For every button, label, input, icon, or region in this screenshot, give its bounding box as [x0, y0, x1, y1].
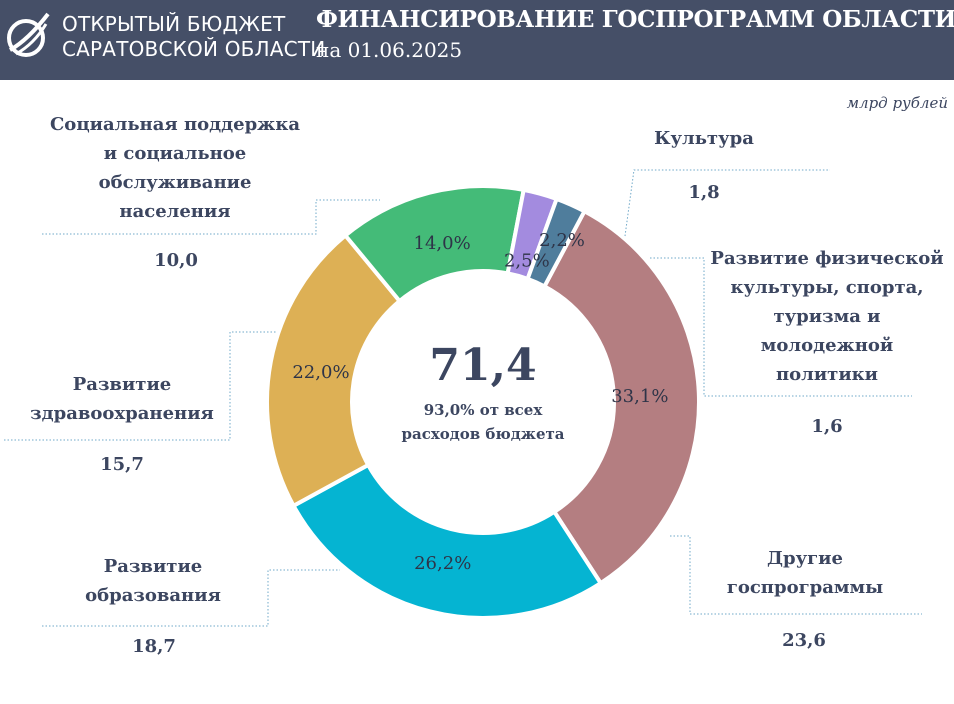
- value-education: 18,7: [132, 636, 176, 657]
- label-sport-line-1: Развитие физической: [710, 248, 944, 269]
- label-culture: Культура: [626, 124, 782, 153]
- label-other-line-2: госпрограммы: [726, 577, 884, 598]
- value-sport: 1,6: [811, 416, 843, 437]
- label-health: Развитие здравоохранения: [4, 370, 240, 428]
- label-sport-line-5: политики: [775, 364, 879, 385]
- leader-lines: [4, 169, 922, 627]
- total-caption-line-2: расходов бюджета: [401, 425, 565, 443]
- leader-culture: [624, 169, 830, 237]
- brand-line-1: ОТКРЫТЫЙ БЮДЖЕТ: [62, 12, 286, 36]
- slice-percent-label: 26,2%: [414, 553, 471, 574]
- leader-health: [4, 331, 290, 441]
- label-other-line-1: Другие: [767, 548, 843, 569]
- total-caption-line-1: 93,0% от всех: [423, 401, 543, 419]
- page-title: ФИНАНСИРОВАНИЕ ГОСПРОГРАММ ОБЛАСТИ: [316, 6, 954, 33]
- label-health-line-1: Развитие: [72, 374, 172, 395]
- label-social-line-2: и социальное: [103, 143, 247, 164]
- donut-slice: [265, 232, 403, 509]
- label-sport-line-4: молодежной: [760, 335, 894, 356]
- label-sport-line-2: культуры, спорта,: [730, 277, 924, 298]
- leader-other: [670, 535, 922, 615]
- value-social: 10,0: [154, 250, 198, 271]
- value-health: 15,7: [100, 454, 144, 475]
- label-sport-line-3: туризма и: [773, 306, 881, 327]
- value-other: 23,6: [782, 630, 826, 651]
- leader-social: [42, 199, 380, 235]
- donut-slice: [290, 462, 604, 620]
- slice-percent-label: 2,5%: [504, 250, 550, 271]
- total-value: 71,4: [429, 340, 537, 391]
- donut-slices: [265, 184, 701, 620]
- logo-icon: [7, 12, 50, 57]
- label-social-line-4: населения: [119, 201, 231, 222]
- label-sport: Развитие физической культуры, спорта, ту…: [700, 244, 954, 389]
- header-bar: ОТКРЫТЫЙ БЮДЖЕТ САРАТОВСКОЙ ОБЛАСТИ ФИНА…: [0, 0, 954, 80]
- slice-percent-label: 2,2%: [539, 230, 585, 251]
- label-social-line-3: обслуживание: [98, 172, 252, 193]
- label-culture-line-1: Культура: [654, 128, 754, 149]
- slice-percent-label: 22,0%: [292, 362, 349, 383]
- slice-percent-label: 14,0%: [414, 233, 471, 254]
- donut-slice: [525, 196, 588, 290]
- donut-slice: [541, 208, 701, 586]
- brand-name: ОТКРЫТЫЙ БЮДЖЕТ САРАТОВСКОЙ ОБЛАСТИ: [62, 12, 325, 62]
- brand-line-2: САРАТОВСКОЙ ОБЛАСТИ: [62, 37, 326, 61]
- leader-education: [42, 569, 340, 627]
- label-social-line-1: Социальная поддержка: [49, 114, 300, 135]
- label-other: Другие госпрограммы: [710, 544, 900, 602]
- label-health-line-2: здравоохранения: [30, 403, 214, 424]
- total-caption: 93,0% от всех расходов бюджета: [380, 398, 586, 446]
- label-education-line-1: Развитие: [103, 556, 203, 577]
- label-education-line-2: образования: [85, 585, 221, 606]
- label-education: Развитие образования: [40, 552, 266, 610]
- slice-percent-label: 33,1%: [611, 386, 668, 407]
- leader-sport: [650, 257, 912, 397]
- label-social: Социальная поддержка и социальное обслуж…: [40, 110, 310, 226]
- value-culture: 1,8: [688, 182, 720, 203]
- unit-label: млрд рублей: [846, 94, 948, 112]
- percent-labels: 33,1% 26,2% 22,0% 14,0% 2,5%2,2%: [292, 230, 668, 574]
- page-date: на 01.06.2025: [316, 38, 463, 62]
